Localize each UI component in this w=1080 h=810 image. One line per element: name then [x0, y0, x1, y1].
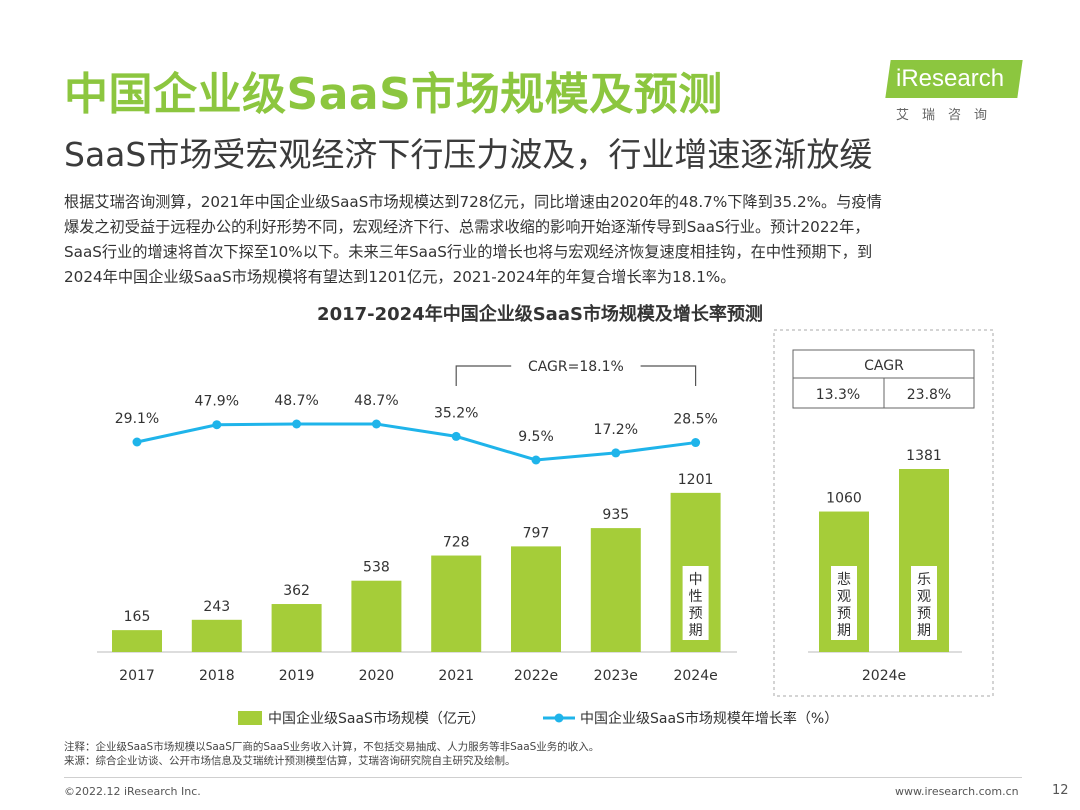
growth-value-label: 48.7% [274, 393, 318, 409]
legend-bar-swatch [238, 711, 262, 725]
neutral-label-char: 性 [689, 589, 703, 605]
summary-line: 2024年中国企业级SaaS市场规模将有望达到1201亿元，2021-2024年… [64, 268, 736, 286]
growth-point [451, 431, 461, 441]
chart-title: 2017-2024年中国企业级SaaS市场规模及增长率预测 [317, 304, 763, 325]
bar-value-label: 243 [203, 599, 230, 615]
bar [351, 580, 402, 652]
growth-line [136, 422, 696, 462]
scenario-bar-value-label: 1381 [906, 448, 942, 464]
x-tick-label: 2017 [119, 668, 155, 684]
x-tick-label: 2019 [279, 668, 315, 684]
legend-bar-label: 中国企业级SaaS市场规模（亿元） [268, 710, 485, 727]
growth-value-label: 9.5% [518, 429, 554, 445]
scenario-label-box [831, 566, 857, 640]
footer-website[interactable]: www.iresearch.com.cn [895, 785, 1019, 798]
scenario-label-char: 预 [837, 606, 851, 622]
scenario-x-tick-label: 2024e [862, 668, 906, 684]
bar-value-label: 1201 [678, 472, 714, 488]
x-tick-label: 2020 [359, 668, 395, 684]
growth-point [531, 455, 541, 465]
bar-value-label: 165 [124, 609, 151, 625]
bar [112, 630, 162, 652]
bar [191, 619, 242, 652]
x-tick-label: 2022e [514, 668, 558, 684]
scenario-panel [773, 329, 994, 697]
page-title: 中国企业级SaaS市场规模及预测 [64, 69, 723, 120]
growth-point [691, 438, 701, 448]
summary-line: 根据艾瑞咨询测算，2021年中国企业级SaaS市场规模达到728亿元，同比增速由… [64, 193, 882, 211]
scenario-label-char: 期 [917, 623, 931, 639]
growth-value-label: 48.7% [354, 393, 398, 409]
bar-value-label: 728 [443, 535, 470, 551]
growth-point [371, 419, 381, 429]
x-tick-label: 2024e [673, 668, 717, 684]
growth-point [292, 419, 302, 429]
scenario-label-char: 乐 [917, 572, 931, 588]
cagr-table-value: 23.8% [907, 387, 951, 403]
iresearch-logo: iResearch 艾瑞咨询 [885, 60, 1028, 123]
cagr-bracket-right [640, 365, 697, 386]
bar [431, 555, 482, 652]
bar-value-label: 538 [363, 560, 390, 576]
summary-paragraph: 根据艾瑞咨询测算，2021年中国企业级SaaS市场规模达到728亿元，同比增速由… [64, 190, 1024, 290]
cagr-label: CAGR=18.1% [528, 359, 624, 375]
growth-value-label: 17.2% [594, 422, 638, 438]
cagr-bracket-left [455, 365, 512, 386]
note-line: 注释：企业级SaaS市场规模以SaaS厂商的SaaS业务收入计算，不包括交易抽成… [64, 741, 600, 753]
bar-value-label: 797 [523, 525, 550, 541]
scenario-label-box [911, 566, 937, 640]
x-tick-label: 2021 [438, 668, 474, 684]
logo-subtext: 艾瑞咨询 [896, 108, 1001, 123]
growth-value-label: 47.9% [195, 394, 239, 410]
bar-value-label: 935 [602, 507, 629, 523]
neutral-label-char: 中 [689, 572, 703, 588]
source-line: 来源：综合企业访谈、公开市场信息及艾瑞统计预测模型估算，艾瑞咨询研究院自主研究及… [64, 755, 516, 767]
bar [590, 528, 641, 652]
notes: 注释：企业级SaaS市场规模以SaaS厂商的SaaS业务收入计算，不包括交易抽成… [64, 740, 599, 768]
bar [511, 546, 561, 652]
x-tick-label: 2023e [594, 668, 638, 684]
scenario-bar-value-label: 1060 [826, 491, 862, 507]
x-tick-label: 2018 [199, 668, 235, 684]
bar [271, 604, 322, 652]
growth-point [212, 420, 222, 430]
scenario-label-char: 预 [917, 606, 931, 622]
chart-svg: 165 2017 243 2018 362 2019 538 2020 728 2021 797 20… [97, 329, 994, 727]
neutral-label-box [682, 566, 709, 640]
footer-divider [64, 777, 1022, 778]
page-subtitle: SaaS市场受宏观经济下行压力波及，行业增速逐渐放缓 [64, 135, 873, 174]
logo-text: iResearch [896, 65, 1005, 92]
summary-line: SaaS行业的增速将首次下探至10%以下。未来三年SaaS行业的增长也将与宏观经… [64, 243, 873, 261]
scenario-label-char: 观 [837, 589, 851, 605]
scenario-label-char: 观 [917, 589, 931, 605]
growth-point [132, 437, 142, 447]
footer-copyright: ©2022.12 iResearch Inc. [64, 785, 201, 798]
growth-point [611, 448, 621, 458]
legend-line-marker [554, 713, 564, 723]
page-number: 12 [1052, 783, 1069, 798]
cagr-table-value: 13.3% [816, 387, 860, 403]
scenario-label-char: 悲 [837, 571, 851, 588]
neutral-label-char: 预 [689, 606, 703, 622]
cagr-table-header: CAGR [864, 358, 904, 374]
growth-value-label: 35.2% [434, 405, 478, 421]
bar-value-label: 362 [283, 583, 310, 599]
growth-value-label: 29.1% [115, 411, 159, 427]
summary-line: 爆发之初受益于远程办公的利好形势不同，宏观经济下行、总需求收缩的影响开始逐渐传导… [64, 218, 870, 236]
scenario-label-char: 期 [837, 623, 851, 639]
growth-value-label: 28.5% [673, 412, 717, 428]
legend-line-label: 中国企业级SaaS市场规模年增长率（%） [580, 710, 838, 727]
neutral-label-char: 期 [689, 623, 703, 639]
